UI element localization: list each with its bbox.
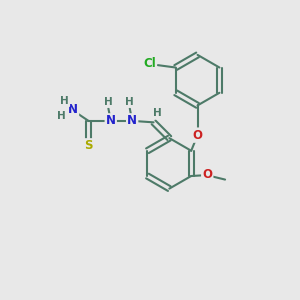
Text: O: O — [193, 129, 202, 142]
Text: N: N — [106, 114, 116, 128]
Text: Cl: Cl — [143, 58, 156, 70]
Text: H: H — [57, 111, 66, 121]
Text: N: N — [127, 114, 137, 128]
Text: H: H — [60, 96, 69, 106]
Text: H: H — [153, 108, 161, 118]
Text: O: O — [202, 168, 212, 181]
Text: N: N — [68, 103, 78, 116]
Text: H: H — [104, 97, 113, 107]
Text: S: S — [84, 139, 93, 152]
Text: H: H — [125, 97, 134, 107]
